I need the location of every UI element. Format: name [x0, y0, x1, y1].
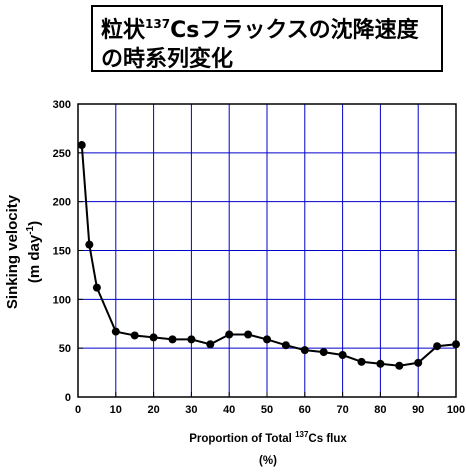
series-line	[80, 144, 457, 367]
y-axis-unit-post: )	[26, 221, 43, 226]
y-tick-label: 300	[53, 99, 71, 111]
grid	[78, 104, 456, 397]
data-point	[130, 331, 139, 340]
data-point	[395, 361, 404, 370]
title-pre: 粒状	[101, 18, 146, 43]
x-tick-label: 90	[412, 404, 424, 416]
x-axis-label-sup: 137	[295, 430, 309, 439]
x-tick-label: 100	[447, 404, 465, 416]
data-point	[168, 335, 177, 344]
data-point	[85, 240, 94, 249]
data-markers	[77, 141, 460, 370]
axis-ticks: 0 10 20 30 40 50 60 70 80 90 100 0 50 100 150 200 250 300	[53, 99, 466, 416]
data-point	[92, 283, 101, 292]
data-point	[319, 348, 328, 357]
x-tick-label: 0	[75, 404, 81, 416]
data-point	[244, 330, 253, 339]
data-point	[111, 327, 120, 336]
y-tick-label: 50	[59, 343, 71, 355]
data-point	[206, 340, 215, 349]
y-axis-unit-sup: -1	[25, 225, 36, 234]
data-point	[357, 357, 366, 366]
data-point	[225, 330, 234, 339]
x-tick-label: 30	[185, 404, 197, 416]
x-axis-label-post: Cs flux	[308, 433, 347, 445]
data-point	[376, 359, 385, 368]
x-axis-unit: (%)	[259, 455, 277, 467]
chart-title-line-2: の時系列変化	[101, 47, 234, 72]
title-superscript: 137	[145, 17, 171, 31]
data-point	[414, 358, 423, 367]
chart-title-line-1: 粒状137Csフラックスの沈降速度	[101, 10, 433, 45]
x-tick-label: 60	[299, 404, 311, 416]
y-axis-label: Sinking velocity	[4, 194, 21, 309]
y-tick-label: 250	[53, 148, 71, 160]
x-tick-label: 80	[374, 404, 386, 416]
y-tick-label: 0	[65, 392, 71, 404]
x-axis-label-pre: Proportion of Total	[189, 433, 295, 445]
x-tick-label: 40	[223, 404, 235, 416]
x-tick-label: 50	[261, 404, 273, 416]
data-point	[452, 340, 460, 349]
data-point	[300, 346, 309, 355]
data-point	[281, 341, 290, 350]
x-axis-label: Proportion of Total 137Cs flux	[189, 430, 347, 445]
x-tick-label: 70	[336, 404, 348, 416]
chart-title-box: 粒状137Csフラックスの沈降速度 の時系列変化	[91, 5, 443, 72]
title-post: Csフラックスの沈降速度	[170, 18, 419, 43]
x-tick-label: 10	[110, 404, 122, 416]
y-axis-unit: (m day-1)	[25, 221, 43, 283]
data-point	[338, 351, 347, 360]
y-tick-label: 200	[53, 197, 71, 209]
y-axis-unit-pre: (m day	[26, 234, 43, 283]
x-tick-label: 20	[147, 404, 159, 416]
data-point	[187, 335, 196, 344]
data-point	[77, 141, 86, 150]
data-point	[149, 333, 158, 342]
data-point	[433, 342, 442, 351]
data-point	[263, 335, 271, 344]
y-tick-label: 100	[53, 294, 71, 306]
y-tick-label: 150	[53, 246, 71, 258]
